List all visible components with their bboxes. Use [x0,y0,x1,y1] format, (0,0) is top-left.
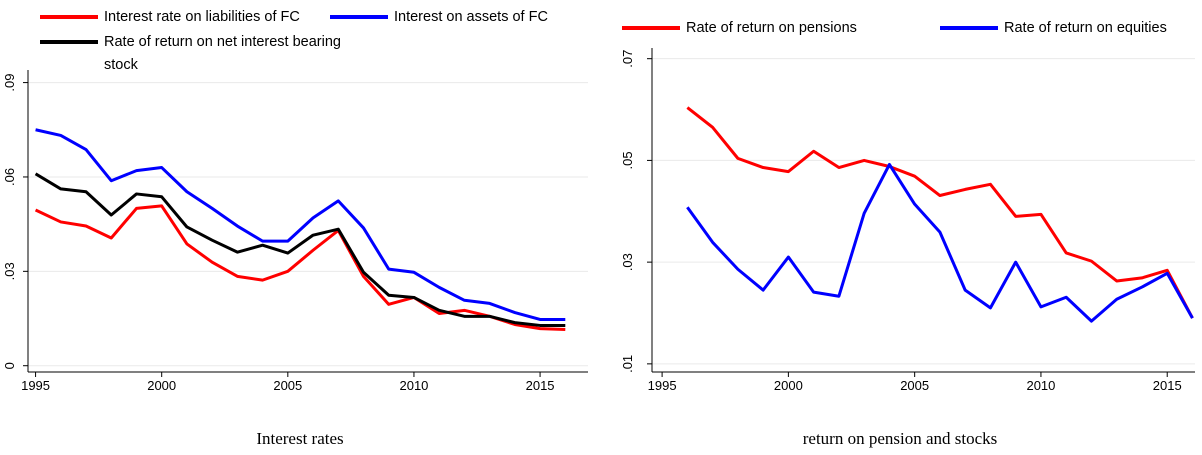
legend-label: Rate of return on net interest bearing s… [104,34,341,73]
legend-swatch [940,26,998,30]
x-tick-label: 2015 [526,378,555,393]
x-tick-label: 2010 [399,378,428,393]
legend-swatch [330,15,388,19]
legend-label: Interest on assets of FC [394,9,548,25]
legend-label: Rate of return on equities [1004,20,1167,36]
series-line [34,172,566,327]
y-tick-label: .07 [620,50,635,68]
legend-label: Interest rate on liabilities of FC [104,9,300,25]
x-tick-label: 1995 [21,378,50,393]
x-tick-label: 2010 [1026,378,1055,393]
x-tick-label: 2005 [273,378,302,393]
legend-item: Interest on assets of FC [330,6,548,29]
x-tick-label: 2005 [900,378,929,393]
series-line [34,204,566,332]
legend-swatch [40,40,98,44]
series-line [686,162,1194,323]
legend-label: Rate of return on pensions [686,20,857,36]
legend-item: Interest rate on liabilities of FC [40,6,300,29]
x-tick-label: 1995 [648,378,677,393]
legend-item: Rate of return on pensions [622,17,857,40]
y-tick-label: .03 [2,262,17,280]
legend-swatch [40,15,98,19]
y-tick-label: .01 [620,355,635,373]
y-tick-label: .05 [620,151,635,169]
x-tick-label: 2000 [147,378,176,393]
panel-title: Interest rates [256,429,343,448]
panel-title: return on pension and stocks [803,429,998,448]
y-tick-label: 0 [2,362,17,369]
x-tick-label: 2000 [774,378,803,393]
y-tick-label: .09 [2,74,17,92]
legend-item: Rate of return on equities [940,17,1167,40]
x-tick-label: 2015 [1153,378,1182,393]
legend-swatch [622,26,680,30]
series-line [35,128,566,321]
y-tick-label: .06 [2,168,17,186]
legend-item: Rate of return on net interest bearing s… [40,31,344,77]
y-tick-label: .03 [620,253,635,271]
series-line [686,106,1194,319]
